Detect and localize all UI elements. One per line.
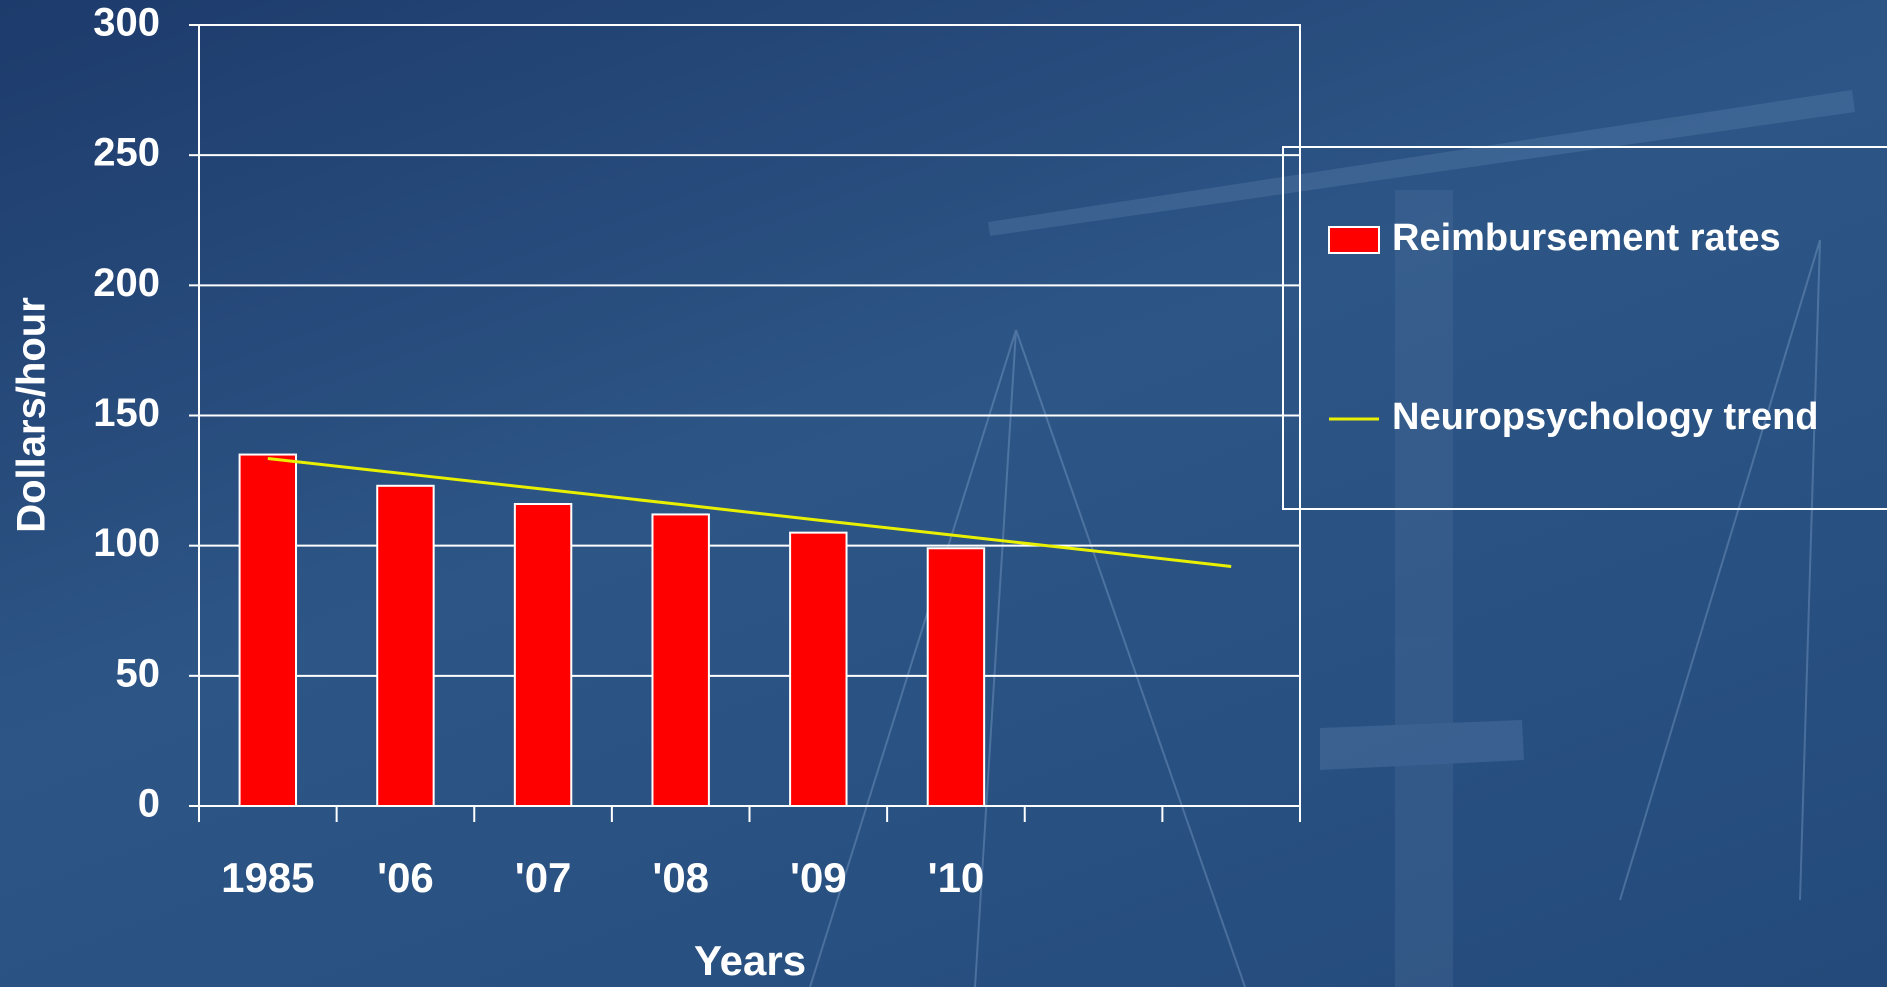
bar [651, 513, 710, 808]
bar [376, 484, 435, 807]
legend-label: Reimbursement rates [1392, 217, 1781, 259]
y-tick-label: 200 [93, 261, 160, 305]
bar [926, 547, 986, 808]
y-tick-label: 300 [93, 1, 160, 45]
x-tick-label: '08 [652, 854, 709, 901]
y-tick-label: 250 [93, 131, 160, 175]
trend-line [267, 456, 1232, 568]
x-tick-label: '09 [790, 854, 847, 901]
bar [789, 531, 848, 808]
legend-label: Neuropsychology trend [1392, 396, 1819, 438]
x-tick-label: '06 [377, 854, 434, 901]
y-axis-title: Dollars/hour [10, 297, 54, 533]
x-tick-label: '10 [928, 854, 985, 901]
x-tick-label: 1985 [221, 854, 314, 901]
legend-box [1282, 146, 1887, 510]
y-tick-label: 0 [138, 782, 160, 826]
bar [513, 503, 573, 807]
x-tick-label: '07 [515, 854, 572, 901]
y-tick-label: 100 [93, 521, 160, 565]
bar [238, 453, 298, 807]
y-tick-label: 50 [116, 651, 161, 695]
x-axis-title: Years [694, 937, 806, 984]
background-scales [809, 90, 1855, 987]
y-tick-label: 150 [93, 391, 160, 435]
legend-swatch [1328, 226, 1380, 254]
